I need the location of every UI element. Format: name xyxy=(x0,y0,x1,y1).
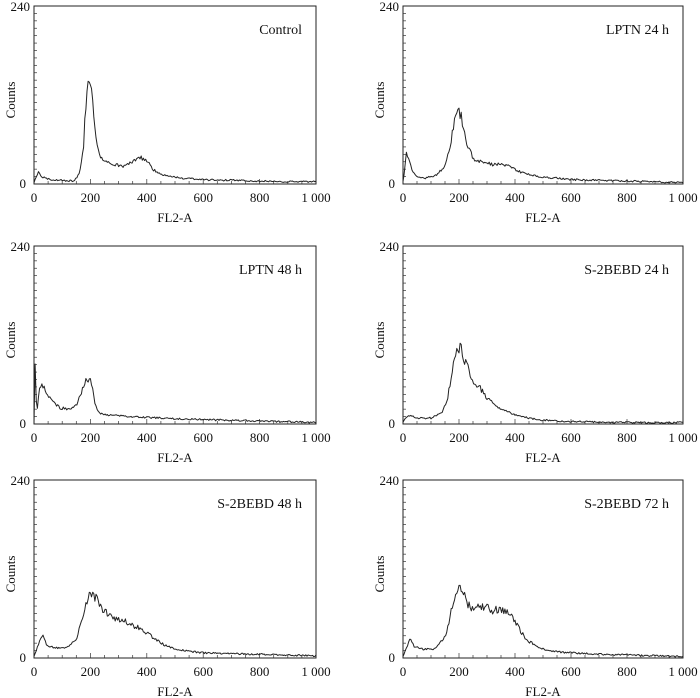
histogram-trace xyxy=(33,363,317,424)
y-tick-label: 240 xyxy=(11,0,31,14)
histogram-panel-5: 0 200 400 600 800 1 000 0 240 FL2-A Counts S-2BEBD… xyxy=(3,473,331,698)
x-tick-label: 600 xyxy=(193,190,213,205)
y-axis-label: Counts xyxy=(3,322,18,359)
x-tick-label: 1 000 xyxy=(301,430,330,445)
x-tick-label: 400 xyxy=(505,664,525,679)
y-axis-label: Counts xyxy=(372,322,387,359)
y-axis-label: Counts xyxy=(3,82,18,119)
x-tick-label: 600 xyxy=(193,430,213,445)
x-tick-label: 600 xyxy=(561,190,581,205)
y-tick-label: 0 xyxy=(389,650,396,665)
x-tick-label: 800 xyxy=(250,430,270,445)
panel-title: LPTN 48 h xyxy=(239,263,302,278)
x-tick-label: 800 xyxy=(250,190,270,205)
panel-title: S-2BEBD 72 h xyxy=(584,497,669,512)
x-tick-label: 800 xyxy=(617,664,637,679)
x-tick-label: 400 xyxy=(137,664,157,679)
histogram-trace xyxy=(402,107,684,184)
y-tick-label: 0 xyxy=(389,416,396,431)
x-tick-label: 800 xyxy=(250,664,270,679)
x-tick-label: 200 xyxy=(81,190,101,205)
y-tick-label: 0 xyxy=(389,176,396,191)
histogram-trace xyxy=(402,584,684,658)
x-tick-label: 400 xyxy=(505,430,525,445)
x-axis-label: FL2-A xyxy=(157,684,193,698)
y-tick-label: 240 xyxy=(380,473,400,488)
x-tick-label: 800 xyxy=(617,430,637,445)
histogram-panel-6: 0 200 400 600 800 1 000 0 240 FL2-A Counts S-2BEBD… xyxy=(372,473,698,698)
x-tick-label: 0 xyxy=(400,430,407,445)
x-axis-label: FL2-A xyxy=(525,684,561,698)
x-tick-label: 400 xyxy=(137,190,157,205)
x-axis-label: FL2-A xyxy=(157,450,193,465)
x-tick-label: 0 xyxy=(400,190,407,205)
x-tick-label: 0 xyxy=(400,664,407,679)
histogram-panel-4: 0 200 400 600 800 1 000 0 240 FL2-A Counts S-2BEBD… xyxy=(372,239,698,465)
x-tick-label: 600 xyxy=(561,430,581,445)
y-tick-label: 240 xyxy=(380,0,400,14)
y-tick-label: 240 xyxy=(11,239,31,254)
x-tick-label: 1 000 xyxy=(668,664,697,679)
panel-title: S-2BEBD 24 h xyxy=(584,263,669,278)
panel-title: LPTN 24 h xyxy=(606,23,669,38)
x-tick-label: 1 000 xyxy=(668,190,697,205)
x-tick-label: 200 xyxy=(449,664,469,679)
histogram-panel-2: 0 200 400 600 800 1 000 0 240 FL2-A Counts LPTN 24… xyxy=(372,0,698,225)
x-tick-label: 800 xyxy=(617,190,637,205)
x-tick-label: 200 xyxy=(449,430,469,445)
x-tick-label: 1 000 xyxy=(668,430,697,445)
x-axis-label: FL2-A xyxy=(525,210,561,225)
x-tick-label: 1 000 xyxy=(301,190,330,205)
y-axis-label: Counts xyxy=(3,556,18,593)
y-tick-label: 240 xyxy=(11,473,31,488)
y-tick-label: 0 xyxy=(20,650,27,665)
y-axis-label: Counts xyxy=(372,82,387,119)
x-tick-label: 200 xyxy=(81,430,101,445)
x-tick-label: 0 xyxy=(31,430,38,445)
panel-title: S-2BEBD 48 h xyxy=(217,497,302,512)
x-tick-label: 0 xyxy=(31,664,38,679)
x-tick-label: 200 xyxy=(81,664,101,679)
histogram-trace xyxy=(33,80,317,183)
histogram-trace xyxy=(402,342,684,424)
y-axis-label: Counts xyxy=(372,556,387,593)
histogram-panel-1: 0 200 400 600 800 1 000 0 240 FL2-A Counts Control xyxy=(3,0,331,225)
panel-title: Control xyxy=(259,23,302,38)
x-tick-label: 400 xyxy=(505,190,525,205)
y-tick-label: 0 xyxy=(20,416,27,431)
x-tick-label: 600 xyxy=(561,664,581,679)
x-tick-label: 1 000 xyxy=(301,664,330,679)
x-tick-label: 0 xyxy=(31,190,38,205)
x-axis-label: FL2-A xyxy=(157,210,193,225)
histogram-trace xyxy=(33,591,317,658)
x-tick-label: 200 xyxy=(449,190,469,205)
y-tick-label: 240 xyxy=(380,239,400,254)
histogram-panel-3: 0 200 400 600 800 1 000 0 240 FL2-A Counts LPTN 48… xyxy=(3,239,331,465)
x-tick-label: 400 xyxy=(137,430,157,445)
x-axis-label: FL2-A xyxy=(525,450,561,465)
x-tick-label: 600 xyxy=(193,664,213,679)
y-tick-label: 0 xyxy=(20,176,27,191)
